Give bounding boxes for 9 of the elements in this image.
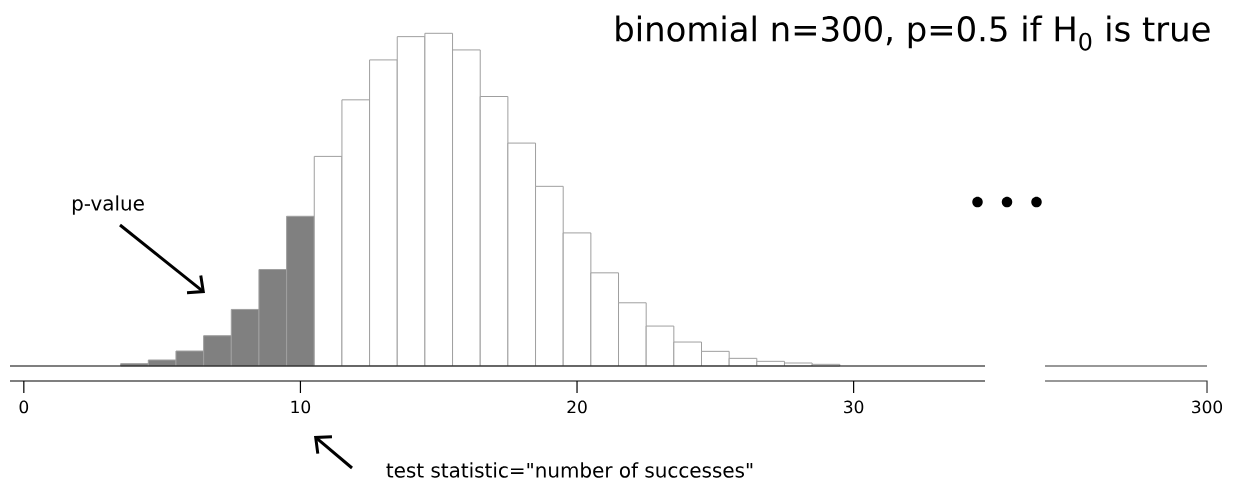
x-tick-label: 30 [844, 400, 864, 414]
x-tick-label: 0 [19, 400, 29, 414]
text: test statistic="number of successes" [386, 462, 753, 478]
x-tick-label: 20 [567, 400, 587, 414]
x-tick-label: 10 [291, 400, 311, 414]
annotation: • • • [972, 196, 1042, 208]
text: 300 [1192, 400, 1223, 414]
annotation: p-value [72, 195, 144, 215]
chart-title: binomial n=300, p=0.5 if H$_{0}$ is true [616, 15, 1210, 51]
